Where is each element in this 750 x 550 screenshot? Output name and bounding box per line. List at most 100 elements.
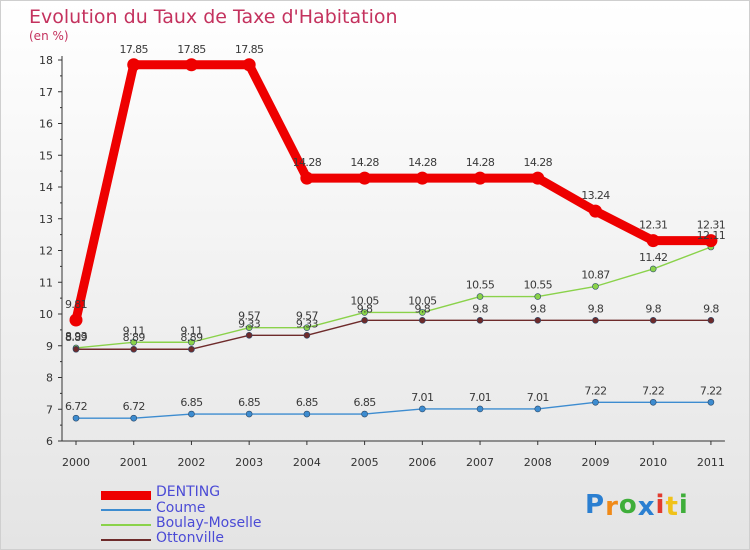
logo-letter: o [618,490,638,520]
legend-label-ottonville: Ottonville [156,530,225,546]
data-point-ottonville [303,331,311,339]
data-label-coume: 6.85 [296,396,319,409]
y-tick-label: 11 [39,276,53,289]
data-point-boulay-moselle [245,324,253,331]
data-label-coume: 6.85 [180,396,203,409]
legend-label-boulay-moselle: Boulay-Moselle [156,515,262,531]
data-label-denting: 14.28 [466,156,495,169]
data-point-denting [242,58,256,72]
data-point-denting [531,171,545,185]
y-tick-label: 8 [46,372,53,385]
data-label-denting: 9.81 [65,298,87,311]
data-point-ottonville [245,331,253,339]
data-point-ottonville [72,345,80,353]
data-label-boulay-moselle: 10.55 [466,279,495,292]
data-label-ottonville: 9.8 [414,302,430,315]
data-label-boulay-moselle: 10.87 [581,268,610,281]
logo-letter: r [605,492,619,522]
data-point-boulay-moselle [419,309,426,316]
data-point-coume [707,398,715,406]
chart-data-labels: 6.72 6.72 6.85 6.85 6.85 6.85 7.01 7.01 7.01 7.22… [65,43,726,413]
data-point-boulay-moselle [188,338,195,346]
x-tick-label: 2004 [293,456,321,469]
data-label-denting: 12.31 [697,219,726,232]
data-label-denting: 14.28 [524,156,553,169]
y-tick-label: 18 [39,54,53,67]
data-point-boulay-moselle [361,309,368,316]
data-label-ottonville: 9.8 [357,302,373,315]
data-label-ottonville: 9.8 [530,302,546,315]
data-point-denting [69,313,83,327]
data-point-boulay-moselle [130,338,138,346]
data-point-ottonville [649,317,657,324]
data-label-boulay-moselle: 8.93 [65,330,88,343]
data-label-denting: 12.31 [639,219,668,232]
y-tick-label: 17 [39,86,53,99]
data-point-ottonville [707,317,715,324]
data-label-ottonville: 8.89 [123,331,146,344]
chart-series-lines [71,60,716,419]
series-line-ottonville [75,319,712,350]
legend-swatch-denting [101,491,151,500]
data-point-coume [361,410,368,418]
data-point-denting [358,171,372,185]
data-point-ottonville [476,317,484,324]
logo-letter: P [585,490,606,520]
data-label-ottonville: 9.8 [588,302,604,315]
y-tick-label: 15 [39,149,53,162]
data-label-coume: 6.72 [123,400,145,413]
x-tick-label: 2001 [120,456,148,469]
data-point-denting [300,171,314,185]
series-line-coume [75,401,712,419]
data-point-coume [419,405,426,413]
data-point-ottonville [419,317,426,324]
data-point-boulay-moselle [649,265,657,273]
data-label-denting: 17.85 [177,43,206,56]
x-tick-label: 2008 [524,456,552,469]
x-tick-label: 2006 [408,456,436,469]
data-label-ottonville: 8.89 [180,331,203,344]
data-label-boulay-moselle: 9.11 [180,324,202,337]
data-point-boulay-moselle [592,283,599,290]
data-point-boulay-moselle [534,293,542,300]
legend-swatch-coume [101,509,151,511]
data-label-ottonville: 9.33 [238,317,261,330]
data-point-coume [130,414,138,422]
data-point-denting [588,204,602,218]
data-point-coume [303,410,311,418]
data-point-denting [415,171,429,185]
chart-title: Evolution du Taux de Taxe d'Habitation [29,6,398,28]
data-point-denting [473,171,487,185]
data-label-ottonville: 9.8 [645,302,661,315]
data-label-coume: 7.01 [469,391,491,404]
data-label-coume: 7.01 [411,391,433,404]
legend-label-denting: DENTING [156,484,221,500]
chart-series-markers [69,58,718,422]
data-label-coume: 6.72 [65,400,87,413]
data-point-coume [245,410,253,418]
data-point-coume [476,405,484,413]
legend-swatch-ottonville [101,539,151,541]
data-label-coume: 7.22 [584,384,606,397]
data-label-coume: 7.01 [527,391,549,404]
data-label-denting: 17.85 [119,43,148,56]
legend-label-coume: Coume [156,500,206,516]
x-tick-label: 2003 [235,456,263,469]
data-point-denting [127,58,141,72]
data-point-ottonville [130,345,138,353]
y-tick-label: 12 [39,245,53,258]
y-tick-label: 9 [46,340,53,353]
logo-letter: i [678,490,689,520]
x-tick-label: 2002 [177,456,205,469]
x-tick-label: 2011 [697,456,725,469]
data-label-denting: 14.28 [408,156,437,169]
data-point-ottonville [592,317,599,324]
data-label-denting: 17.85 [235,43,264,56]
chart-axes: 6 7 8 9 10 11 12 13 14 15 16 17 18 2000 2001 2002 2003 20… [39,54,725,469]
data-label-boulay-moselle: 10.05 [408,294,437,307]
data-label-boulay-moselle: 9.11 [123,324,145,337]
data-label-denting: 14.28 [293,156,322,169]
proxiti-logo: Proxiti [585,490,689,522]
